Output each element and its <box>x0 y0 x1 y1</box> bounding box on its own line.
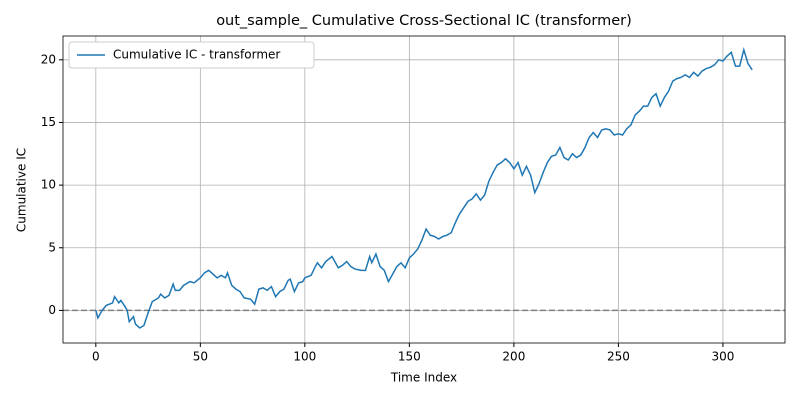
x-tick-label: 0 <box>92 350 100 364</box>
legend-box <box>68 41 315 69</box>
x-tick-label: 150 <box>398 350 421 364</box>
y-axis-label: Cumulative IC <box>15 148 29 232</box>
y-tick-label: 10 <box>41 178 56 192</box>
y-tick-label: 5 <box>48 240 56 254</box>
legend-label: Cumulative IC - transformer <box>113 48 280 62</box>
data-line <box>95 46 753 329</box>
x-tick-label: 300 <box>711 350 734 364</box>
y-tick-label: 15 <box>41 115 56 129</box>
x-axis-label: Time Index <box>390 371 457 385</box>
x-tick-label: 200 <box>502 350 525 364</box>
x-tick-label: 250 <box>607 350 630 364</box>
chart-title: out_sample_ Cumulative Cross-Sectional I… <box>216 13 632 29</box>
x-tick-label: 50 <box>193 350 208 364</box>
y-tick-label: 20 <box>41 52 56 66</box>
x-tick-label: 100 <box>293 350 316 364</box>
y-tick-label: 0 <box>48 303 56 317</box>
plot-frame <box>62 35 786 344</box>
